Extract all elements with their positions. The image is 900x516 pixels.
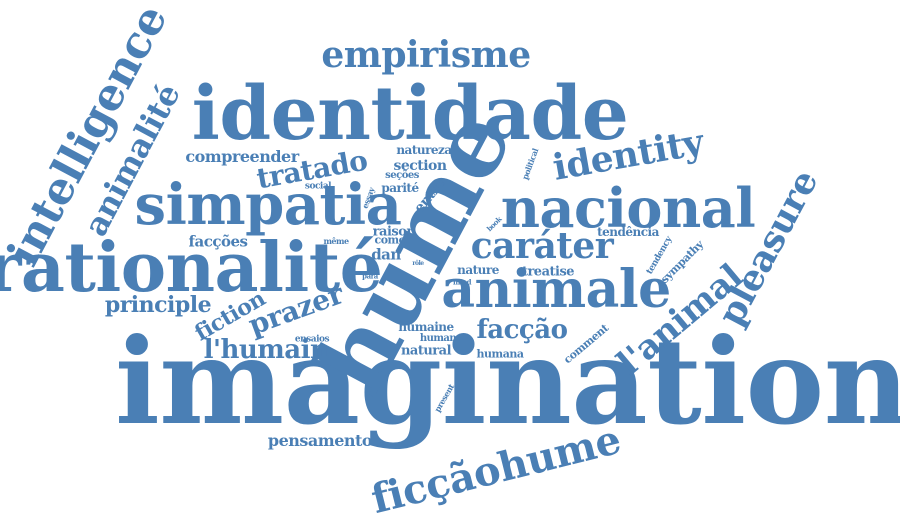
word-human: human — [419, 333, 457, 344]
word-humaine: humaine — [398, 320, 454, 334]
word-faccoes: facções — [188, 232, 248, 251]
word-rationalite: rationalité — [0, 228, 383, 308]
word-para: para — [362, 271, 378, 281]
word-carater: caráter — [470, 225, 614, 267]
word-animale: animale — [441, 259, 671, 320]
word-treatise: treatise — [521, 264, 575, 280]
word-natureza: natureza — [396, 143, 452, 157]
word-section: section — [393, 158, 447, 174]
word-pensamento: pensamento — [267, 431, 373, 450]
word-como: como — [374, 233, 406, 247]
word-dan: dan — [371, 245, 401, 264]
word-nature: nature — [457, 263, 499, 277]
word-simpatia: simpatia — [134, 172, 402, 238]
word-meme: même — [323, 236, 349, 246]
word-lhumain: l'humain — [203, 335, 329, 365]
word-identidade: identidade — [191, 71, 629, 157]
word-imagination: imagination — [114, 312, 900, 451]
word-tendencia: tendência — [597, 225, 659, 239]
word-mind: mind — [452, 277, 472, 287]
word-raison: raison — [372, 224, 416, 240]
word-parite: parité — [381, 181, 419, 195]
word-compreender: compreender — [185, 147, 299, 166]
word-humana: humana — [476, 347, 524, 361]
word-role: rôle — [412, 260, 424, 267]
word-faccao: facção — [476, 315, 568, 345]
word-nacional: nacional — [500, 176, 756, 240]
word-natural: natural — [400, 343, 452, 359]
word-empirisme: empirisme — [321, 34, 531, 76]
word-social: social — [304, 181, 332, 192]
word-secoes: seções — [385, 170, 419, 181]
word-ensaios: ensaios — [294, 334, 330, 345]
word-principle: principle — [104, 292, 212, 318]
